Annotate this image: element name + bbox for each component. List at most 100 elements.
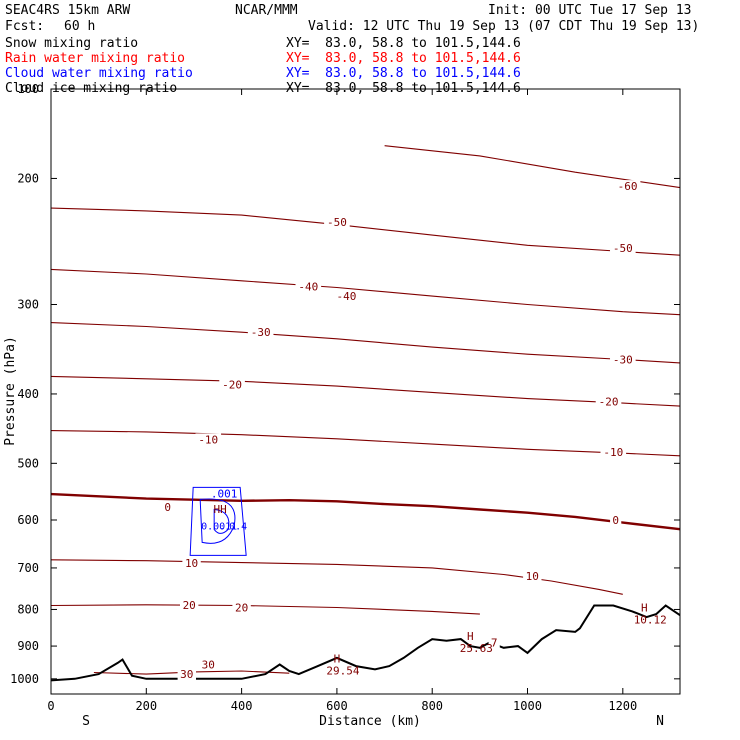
isotherm-label: -30 [251, 326, 271, 339]
isotherm-label-bg [595, 395, 622, 408]
isotherm-label-bg [610, 353, 636, 366]
y-tick-label: 300 [17, 298, 39, 312]
high-marker: HH [214, 503, 227, 516]
isotherm-line [384, 145, 681, 189]
cloud-label: 0.4 [229, 521, 247, 532]
isotherm-line [50, 322, 681, 364]
isotherm-line [50, 375, 681, 407]
isotherm-label: -40 [337, 290, 357, 303]
isotherm-label: 7 [491, 637, 498, 650]
isotherm-label: -10 [198, 433, 218, 446]
isotherm-line [50, 268, 681, 316]
isotherm-label-bg [219, 378, 245, 391]
isotherm-label-bg [324, 215, 350, 228]
isotherm-line [50, 492, 681, 531]
field-name-cloud-water: Cloud water mixing ratio [5, 66, 193, 81]
isotherm-line [50, 207, 681, 256]
high-value: 25.63 [460, 642, 493, 655]
isotherm-label-bg [610, 241, 636, 254]
y-tick-label: 600 [17, 513, 39, 527]
isotherm-label-bg [162, 500, 174, 513]
y-tick-label: 400 [17, 387, 39, 401]
cloud-water-contour-label: .001 [211, 487, 238, 500]
field-xy-snow: XY= 83.0, 58.8 to 101.5,144.6 [286, 36, 521, 51]
x-axis-end-label-left: S [82, 714, 90, 729]
isotherm-label: -40 [298, 280, 318, 293]
forecast-hours: 60 h [64, 19, 96, 34]
init-time: Init: 00 UTC Tue 17 Sep 13 [488, 3, 692, 18]
isotherm-label: 0 [164, 501, 171, 514]
x-tick-label: 800 [421, 699, 443, 713]
x-tick-label: 1200 [608, 699, 637, 713]
isotherm-label-bg [333, 290, 360, 303]
isotherm-label: -50 [613, 242, 633, 255]
isotherm-label: 20 [183, 599, 196, 612]
cloud-water-contour [213, 508, 230, 534]
isotherm-label: -20 [222, 378, 242, 391]
y-axis-title: Pressure (hPa) [3, 336, 18, 446]
isotherm-label-bg [182, 557, 201, 570]
high-value: 10.12 [634, 613, 667, 626]
x-tick-label: 600 [326, 699, 348, 713]
isotherm-label-bg [600, 445, 627, 458]
isotherm-label-bg [177, 668, 197, 681]
isotherm-label: 20 [235, 602, 248, 615]
y-tick-label: 200 [17, 171, 39, 185]
isotherm-label: 0 [612, 514, 619, 527]
cloud-label: 0.1 [219, 521, 237, 532]
cloud-label: 0.0.1 [201, 521, 231, 532]
y-tick-label: 700 [17, 561, 39, 575]
x-tick-label: 400 [231, 699, 253, 713]
isotherm-label-bg [614, 180, 641, 193]
isotherm-label: -50 [327, 216, 347, 229]
isotherm-label-bg [523, 569, 542, 582]
isotherm-line [50, 604, 480, 615]
field-name-snow: Snow mixing ratio [5, 36, 139, 51]
isotherm-label-bg [179, 598, 199, 611]
isotherm-label: -10 [603, 446, 623, 459]
x-tick-label: 1000 [513, 699, 542, 713]
high-marker: H [467, 630, 474, 643]
isotherm-label-bg [488, 636, 500, 649]
isotherm-label-bg [195, 433, 222, 446]
isotherm-label: -20 [599, 396, 619, 409]
y-tick-label: 800 [17, 602, 39, 616]
isotherm-line [50, 559, 623, 595]
isotherm-label: 10 [526, 570, 539, 583]
model-title: SEAC4RS 15km ARW [5, 3, 131, 18]
x-tick-label: 0 [47, 699, 54, 713]
cloud-water-contour [189, 486, 247, 556]
forecast-label: Fcst: [5, 19, 45, 34]
valid-time: Valid: 12 UTC Thu 19 Sep 13 (07 CDT Thu … [308, 19, 700, 34]
isotherm-label-bg [199, 658, 218, 671]
isotherm-label: -60 [618, 180, 638, 193]
y-tick-label: 1000 [10, 672, 39, 686]
high-marker: H [641, 601, 648, 614]
isotherm-label-bg [610, 514, 622, 527]
y-tick-label: 900 [17, 639, 39, 653]
x-axis-end-label-right: N [656, 714, 664, 729]
isotherm-line [50, 430, 681, 457]
high-marker: H [334, 653, 341, 666]
terrain-line [50, 604, 681, 682]
field-xy-cloud-water: XY= 83.0, 58.8 to 101.5,144.6 [286, 66, 521, 81]
organization-label: NCAR/MMM [235, 3, 298, 18]
field-name-rain: Rain water mixing ratio [5, 51, 186, 66]
high-value: 29.54 [326, 665, 359, 678]
isotherm-label-bg [295, 280, 322, 293]
y-tick-label: 100 [17, 82, 39, 96]
cloud-water-contour [199, 498, 236, 544]
y-tick-label: 500 [17, 456, 39, 470]
isotherm-label: -30 [613, 353, 633, 366]
isotherm-label: 10 [185, 557, 198, 570]
isotherm-label-bg [232, 601, 251, 614]
isotherm-label: 30 [202, 659, 215, 672]
x-tick-label: 200 [135, 699, 157, 713]
isotherm-label: 30 [180, 668, 193, 681]
plot-frame [50, 88, 681, 695]
isotherm-label-bg [247, 326, 274, 339]
field-xy-rain: XY= 83.0, 58.8 to 101.5,144.6 [286, 51, 521, 66]
x-axis-title: Distance (km) [319, 714, 421, 729]
